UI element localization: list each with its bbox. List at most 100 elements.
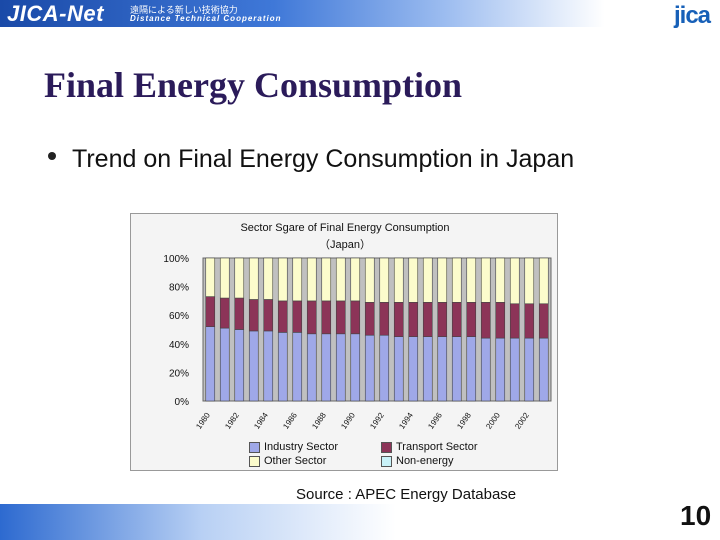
bar-segment xyxy=(408,336,419,402)
legend-swatch xyxy=(249,455,260,467)
bar-segment xyxy=(277,257,288,302)
x-tick-label: 1992 xyxy=(368,411,386,431)
bar-segment xyxy=(219,257,230,299)
plot-area xyxy=(202,257,552,402)
legend-label: Other Sector xyxy=(264,455,327,467)
bar-segment xyxy=(466,257,477,303)
x-tick-label: 1990 xyxy=(339,411,357,431)
header-banner: JICA-Net 遠隔による新しい技術協力 Distance Technical… xyxy=(0,0,720,27)
bar-segment xyxy=(292,257,303,302)
bar-segment xyxy=(451,336,462,402)
x-tick-label: 1986 xyxy=(281,411,299,431)
source-note: Source : APEC Energy Database xyxy=(296,486,517,503)
bar-segment xyxy=(350,333,361,402)
legend-label: Transport Sector xyxy=(396,441,478,453)
bar-segment xyxy=(205,257,216,297)
bar-segment xyxy=(321,300,332,335)
slide-title: Final Energy Consumption xyxy=(44,65,463,105)
x-tick-label: 1988 xyxy=(310,411,328,431)
english-tagline: Distance Technical Cooperation xyxy=(130,14,282,23)
bar-segment xyxy=(335,300,346,335)
legend-swatch xyxy=(381,455,392,467)
bar-segment xyxy=(234,329,245,402)
x-tick-label: 1982 xyxy=(223,411,241,431)
chart-legend: Industry Sector Transport Sector Other Sec… xyxy=(249,440,509,468)
legend-item: Other Sector xyxy=(249,454,326,468)
x-tick-label: 1998 xyxy=(455,411,473,431)
bar-segment xyxy=(205,326,216,402)
bar-segment xyxy=(321,257,332,302)
bar-segment xyxy=(350,257,361,302)
bar-segment xyxy=(393,257,404,303)
chart-subtitle: （Japan） xyxy=(319,239,371,251)
x-tick-label: 2000 xyxy=(484,411,502,431)
bar-segment xyxy=(393,302,404,337)
stacked-bar-chart: 0% 20% 40% 60% 80% 100% 1980 1982 1984 1986 1988 19… xyxy=(163,254,552,431)
bar-segment xyxy=(364,257,375,303)
bar-segment xyxy=(524,257,535,305)
bar-segment xyxy=(495,302,506,339)
bar-segment xyxy=(408,257,419,303)
bar-segment xyxy=(335,257,346,302)
bar-segment xyxy=(263,299,274,332)
y-tick-label: 60% xyxy=(169,311,189,322)
bar-segment xyxy=(379,302,390,336)
bar-segment xyxy=(248,299,259,332)
bar-segment xyxy=(437,302,448,337)
bar-segment xyxy=(306,257,317,302)
bar-segment xyxy=(219,327,230,402)
bar-segment xyxy=(292,332,303,402)
bullet-text: Trend on Final Energy Consumption in Jap… xyxy=(72,145,575,173)
brand-name: JICA-Net xyxy=(7,1,104,26)
bar-segment xyxy=(248,330,259,402)
bar-segment xyxy=(292,300,303,333)
bullet-icon xyxy=(48,152,56,160)
bar-segment xyxy=(205,296,216,327)
x-tick-label: 1996 xyxy=(426,411,444,431)
chart-title: Sector Sgare of Final Energy Consumption xyxy=(240,222,450,234)
y-tick-label: 100% xyxy=(163,254,189,265)
bar-segment xyxy=(524,337,535,402)
bar-segment xyxy=(422,257,433,303)
bar-segment xyxy=(263,330,274,402)
legend-item: Transport Sector xyxy=(381,440,478,454)
y-tick-label: 0% xyxy=(175,397,190,408)
bar-segment xyxy=(524,303,535,339)
bar-segment xyxy=(480,302,491,339)
page-number: 10 xyxy=(680,500,712,531)
bar-segment xyxy=(306,333,317,402)
bar-segment xyxy=(437,257,448,303)
bar-segment xyxy=(466,302,477,337)
bar-segment xyxy=(219,297,230,329)
legend-swatch xyxy=(249,441,260,453)
y-tick-label: 40% xyxy=(169,340,189,351)
y-tick-label: 80% xyxy=(169,283,189,294)
bar-segment xyxy=(495,257,506,303)
legend-label: Non-energy xyxy=(396,455,454,467)
bar-segment xyxy=(263,257,274,300)
x-tick-label: 2002 xyxy=(513,411,531,431)
legend-item: Industry Sector xyxy=(249,440,338,454)
bar-segment xyxy=(422,302,433,337)
bar-segment xyxy=(495,337,506,402)
bar-segment xyxy=(321,333,332,402)
bar-segment xyxy=(538,303,549,339)
bar-segment xyxy=(364,334,375,402)
bar-segment xyxy=(379,257,390,303)
bar-segment xyxy=(509,303,520,339)
bar-segment xyxy=(277,332,288,402)
japanese-tagline: 遠隔による新しい技術協力 xyxy=(130,5,238,15)
x-tick-label: 1994 xyxy=(397,411,415,431)
bar-segment xyxy=(364,302,375,336)
bar-segment xyxy=(408,302,419,337)
x-tick-label: 1984 xyxy=(252,411,270,431)
bar-segment xyxy=(480,337,491,402)
bar-segment xyxy=(509,257,520,305)
bar-segment xyxy=(480,257,491,303)
bar-segment xyxy=(277,300,288,333)
legend-swatch xyxy=(381,441,392,453)
x-tick-label: 1980 xyxy=(194,411,212,431)
bar-segment xyxy=(437,336,448,402)
bar-segment xyxy=(466,336,477,402)
bar-segment xyxy=(234,297,245,330)
